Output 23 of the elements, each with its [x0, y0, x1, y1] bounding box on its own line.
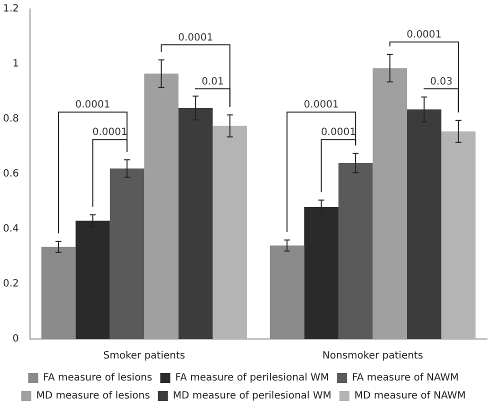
- y-tick-label: 1: [12, 58, 19, 70]
- annotation: 0.01: [202, 76, 224, 88]
- legend-label: FA measure of perilesional WM: [175, 372, 330, 384]
- legend-label: FA measure of NAWM: [352, 372, 459, 384]
- legend-label: FA measure of lesions: [43, 372, 152, 384]
- x-tick-label: Nonsmoker patients: [322, 350, 424, 362]
- annotation: 0.0001: [178, 32, 214, 44]
- annotation: 0.0001: [320, 127, 356, 138]
- y-tick-label: 0: [12, 334, 19, 345]
- annotation: 0.0001: [406, 30, 442, 41]
- annotation: 0.0001: [75, 100, 110, 111]
- annotation: 0.0001: [304, 100, 339, 111]
- legend-label: MD measure of NAWM: [354, 390, 466, 402]
- annotation: 0.03: [430, 76, 452, 88]
- y-tick-label: 0.8: [2, 114, 19, 125]
- x-tick-label: Smoker patients: [103, 350, 186, 362]
- y-tick-label: 0.2: [2, 278, 19, 290]
- legend-label: MD measure of lesions: [36, 390, 150, 402]
- y-tick-label: 0.4: [2, 224, 19, 235]
- y-tick-label: 0.6: [2, 168, 19, 180]
- legend-label: MD measure of perilesional WM: [172, 390, 332, 402]
- y-tick-label: 1.2: [2, 4, 19, 15]
- annotation: 0.0001: [92, 127, 128, 138]
